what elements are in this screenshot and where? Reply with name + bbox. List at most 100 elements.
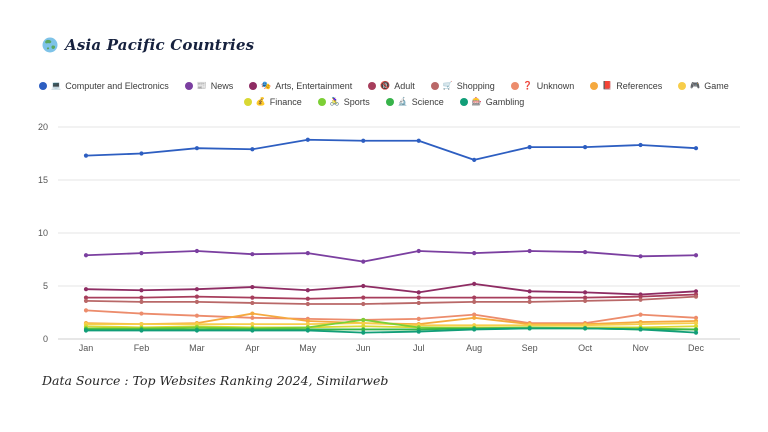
series-line-shopping bbox=[85, 295, 697, 305]
data-point-arts-entertainment-jun bbox=[361, 283, 366, 289]
data-point-gambling-oct bbox=[582, 326, 588, 331]
data-point-references-aug bbox=[472, 315, 477, 320]
legend-item-game[interactable]: 🎮 Game bbox=[678, 81, 729, 91]
legend-label-finance: Finance bbox=[269, 97, 302, 107]
legend-item-arts-entertainment[interactable]: 🎭 Arts, Entertainment bbox=[249, 81, 352, 91]
data-point-news-dec bbox=[693, 253, 699, 258]
data-point-shopping-jul bbox=[416, 300, 421, 306]
data-point-game-nov bbox=[638, 322, 643, 327]
legend-item-unknown[interactable]: ❓ Unknown bbox=[510, 81, 574, 91]
legend-item-adult[interactable]: 🔞 Adult bbox=[368, 81, 415, 91]
data-point-arts-entertainment-jan bbox=[83, 287, 89, 292]
y-tick-label-5: 5 bbox=[43, 281, 48, 291]
data-point-shopping-aug bbox=[472, 299, 477, 304]
legend-dot-finance bbox=[243, 98, 252, 106]
globe-asia-icon bbox=[42, 37, 58, 53]
news-icon: 📰 bbox=[196, 81, 207, 90]
data-point-arts-entertainment-jul bbox=[416, 290, 421, 295]
data-point-news-apr bbox=[250, 252, 255, 257]
x-tick-label-jun: Jun bbox=[356, 343, 371, 353]
data-point-unknown-apr bbox=[250, 315, 255, 320]
data-point-shopping-may bbox=[305, 301, 310, 307]
data-point-gambling-sep bbox=[527, 326, 532, 331]
legend-dot-science bbox=[385, 98, 394, 106]
data-point-news-may bbox=[305, 251, 310, 256]
y-tick-label-15: 15 bbox=[38, 175, 48, 185]
data-point-adult-sep bbox=[527, 295, 532, 300]
data-point-unknown-jan bbox=[83, 308, 89, 313]
data-point-computer-and-electronics-dec bbox=[693, 146, 699, 151]
data-point-computer-and-electronics-feb bbox=[139, 151, 144, 156]
data-point-arts-entertainment-dec bbox=[693, 289, 699, 294]
data-point-references-apr bbox=[250, 311, 255, 316]
legend-label-arts-entertainment: Arts, Entertainment bbox=[275, 81, 353, 91]
data-point-arts-entertainment-feb bbox=[139, 288, 144, 293]
legend-item-finance[interactable]: 💰 Finance bbox=[243, 97, 302, 107]
legend-item-computer-and-electronics[interactable]: 💻 Computer and Electronics bbox=[39, 81, 169, 91]
x-tick-label-apr: Apr bbox=[245, 343, 259, 353]
legend-label-shopping: Shopping bbox=[456, 81, 495, 91]
data-point-unknown-jul bbox=[416, 316, 421, 321]
arts-entertainment-icon: 🎭 bbox=[261, 81, 272, 90]
data-point-shopping-oct bbox=[582, 298, 588, 303]
data-point-news-jul bbox=[416, 248, 421, 254]
legend-label-gambling: Gambling bbox=[485, 97, 525, 107]
finance-icon: 💰 bbox=[255, 97, 266, 106]
x-tick-label-sep: Sep bbox=[522, 343, 538, 353]
x-tick-label-mar: Mar bbox=[189, 343, 205, 353]
legend-dot-game bbox=[678, 82, 687, 90]
data-point-finance-dec bbox=[693, 324, 699, 329]
data-point-unknown-feb bbox=[139, 311, 144, 316]
y-tick-label-10: 10 bbox=[38, 228, 48, 238]
legend-item-science[interactable]: 🔬 Science bbox=[385, 97, 444, 107]
data-point-adult-jul bbox=[416, 295, 421, 300]
data-point-unknown-nov bbox=[638, 312, 643, 317]
data-point-gambling-aug bbox=[472, 327, 477, 332]
series-line-news bbox=[85, 250, 697, 263]
data-point-arts-entertainment-sep bbox=[527, 289, 532, 294]
data-point-news-sep bbox=[527, 248, 532, 254]
data-point-unknown-mar bbox=[194, 313, 200, 318]
science-icon: 🔬 bbox=[397, 97, 408, 106]
legend-item-shopping[interactable]: 🛒 Shopping bbox=[430, 81, 495, 91]
line-chart: 0 5 10 15 20 Jan Feb Mar Apr May Jun Jul Aug Sep Oct No… bbox=[0, 116, 768, 368]
data-point-science-jun bbox=[361, 327, 366, 332]
x-tick-label-aug: Aug bbox=[466, 343, 482, 353]
data-point-arts-entertainment-aug bbox=[472, 281, 477, 286]
data-point-shopping-apr bbox=[250, 300, 255, 306]
legend-item-news[interactable]: 📰 News bbox=[184, 81, 233, 91]
data-point-game-jun bbox=[361, 321, 366, 326]
data-source-note: Data Source : Top Websites Ranking 2024,… bbox=[42, 373, 389, 388]
data-point-shopping-jan bbox=[83, 298, 89, 303]
data-point-gambling-nov bbox=[638, 327, 643, 332]
data-point-game-may bbox=[305, 322, 310, 327]
adult-icon: 🔞 bbox=[380, 81, 391, 90]
data-point-gambling-mar bbox=[194, 328, 200, 333]
x-tick-label-nov: Nov bbox=[633, 343, 650, 353]
data-point-computer-and-electronics-sep bbox=[527, 145, 532, 150]
data-point-adult-jun bbox=[361, 295, 366, 300]
series-line-adult bbox=[86, 293, 697, 300]
data-point-computer-and-electronics-jun bbox=[361, 138, 366, 143]
data-point-game-feb bbox=[139, 322, 144, 327]
legend-item-gambling[interactable]: 🎰 Gambling bbox=[459, 97, 525, 107]
data-point-gambling-dec bbox=[693, 330, 699, 335]
legend-dot-gambling bbox=[459, 98, 468, 106]
references-icon: 📕 bbox=[602, 81, 613, 90]
data-point-news-jun bbox=[361, 259, 366, 264]
legend-row-1: 💻 Computer and Electronics 📰 News 🎭 Arts, Ent… bbox=[39, 81, 729, 91]
shopping-icon: 🛒 bbox=[442, 81, 453, 90]
legend-dot-references bbox=[590, 82, 599, 90]
data-point-sports-jun bbox=[361, 317, 366, 323]
legend-label-science: Science bbox=[411, 97, 444, 107]
data-point-shopping-nov bbox=[638, 297, 643, 302]
legend-item-references[interactable]: 📕 References bbox=[590, 81, 662, 91]
legend-dot-shopping bbox=[430, 82, 439, 90]
data-point-gambling-jan bbox=[83, 328, 89, 333]
game-icon: 🎮 bbox=[690, 81, 701, 90]
data-point-adult-jan bbox=[83, 295, 89, 300]
data-point-computer-and-electronics-oct bbox=[582, 145, 588, 150]
legend-item-sports[interactable]: 🚴‍♀️ Sports bbox=[317, 97, 370, 107]
legend-dot-arts-entertainment bbox=[249, 82, 258, 90]
data-point-arts-entertainment-mar bbox=[194, 287, 200, 292]
